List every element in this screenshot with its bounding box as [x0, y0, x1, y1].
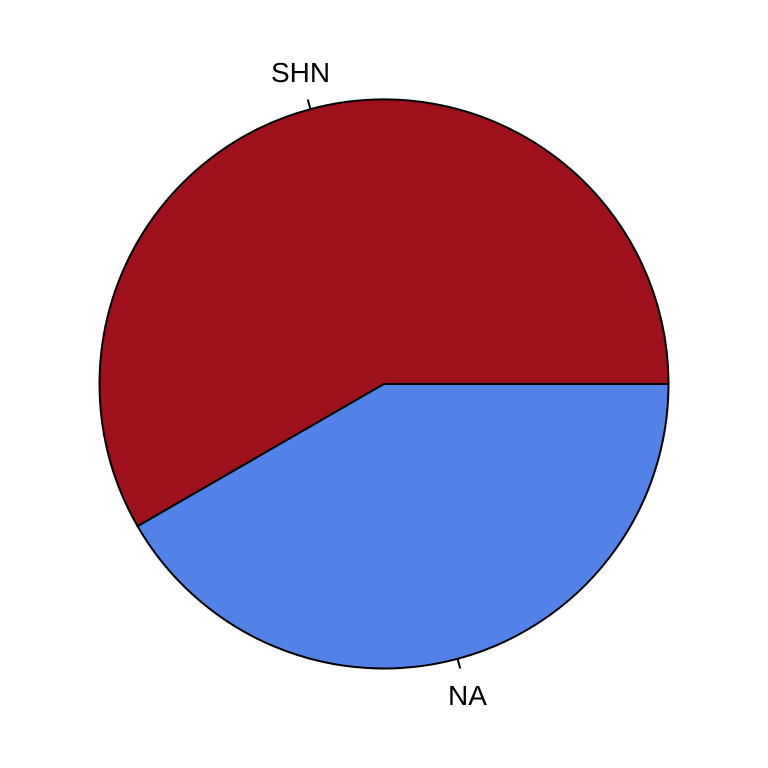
leader-tick-na — [456, 658, 462, 669]
slice-label-na: NA — [448, 680, 487, 711]
pie-slice-shn — [98, 98, 670, 528]
leader-tick-shn — [306, 99, 312, 110]
slice-labels: SHN NA — [271, 57, 487, 711]
slice-label-shn: SHN — [271, 57, 330, 88]
label-leader-lines — [306, 99, 462, 669]
pie-slice-na — [136, 383, 670, 670]
pie-slices — [98, 98, 670, 670]
